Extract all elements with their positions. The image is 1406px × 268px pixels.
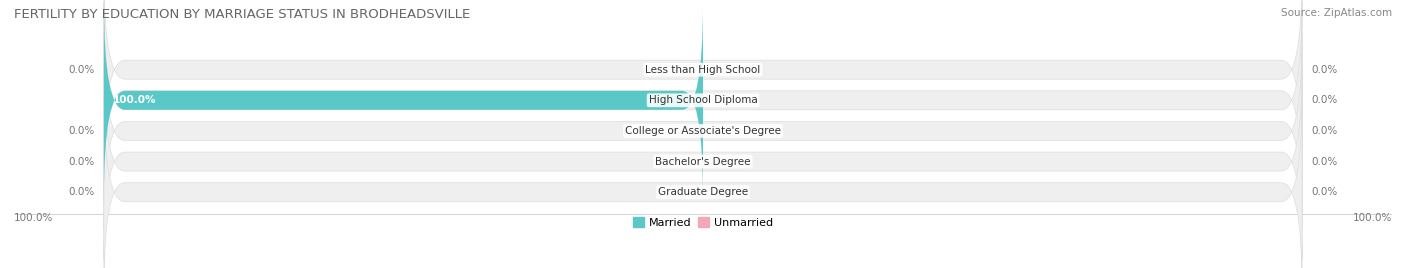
Text: 100.0%: 100.0% (1353, 213, 1392, 223)
Text: 0.0%: 0.0% (69, 187, 96, 197)
Text: 0.0%: 0.0% (1310, 157, 1337, 167)
Text: Less than High School: Less than High School (645, 65, 761, 75)
Text: College or Associate's Degree: College or Associate's Degree (626, 126, 780, 136)
Text: 100.0%: 100.0% (112, 95, 156, 105)
Text: 0.0%: 0.0% (1310, 95, 1337, 105)
Text: 100.0%: 100.0% (14, 213, 53, 223)
FancyBboxPatch shape (104, 0, 1302, 168)
Text: 0.0%: 0.0% (69, 126, 96, 136)
Text: 0.0%: 0.0% (1310, 65, 1337, 75)
Text: 0.0%: 0.0% (69, 65, 96, 75)
Text: FERTILITY BY EDUCATION BY MARRIAGE STATUS IN BRODHEADSVILLE: FERTILITY BY EDUCATION BY MARRIAGE STATU… (14, 8, 471, 21)
Legend: Married, Unmarried: Married, Unmarried (633, 217, 773, 228)
FancyBboxPatch shape (104, 3, 703, 198)
Text: High School Diploma: High School Diploma (648, 95, 758, 105)
Text: Graduate Degree: Graduate Degree (658, 187, 748, 197)
Text: 0.0%: 0.0% (1310, 187, 1337, 197)
FancyBboxPatch shape (104, 64, 1302, 259)
FancyBboxPatch shape (104, 33, 1302, 229)
FancyBboxPatch shape (104, 3, 1302, 198)
Text: Bachelor's Degree: Bachelor's Degree (655, 157, 751, 167)
Text: 0.0%: 0.0% (69, 157, 96, 167)
Text: 0.0%: 0.0% (1310, 126, 1337, 136)
Text: Source: ZipAtlas.com: Source: ZipAtlas.com (1281, 8, 1392, 18)
FancyBboxPatch shape (104, 95, 1302, 268)
